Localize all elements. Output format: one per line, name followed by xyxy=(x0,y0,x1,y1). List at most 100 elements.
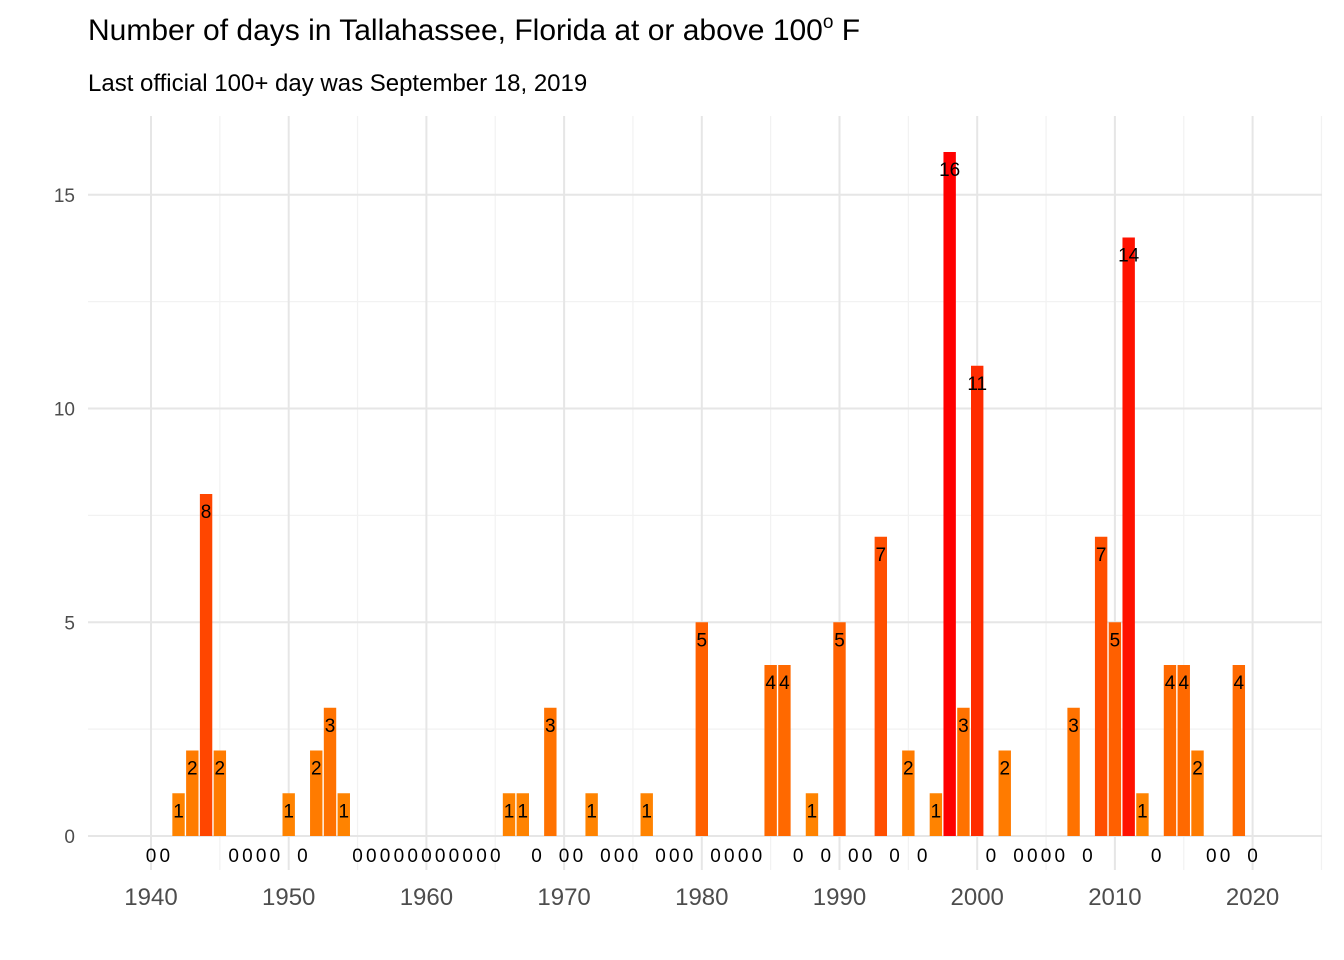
bar-value-label: 4 xyxy=(1234,673,1245,694)
zero-value-label: 0 xyxy=(1151,846,1162,867)
zero-value-label: 0 xyxy=(889,846,900,867)
zero-value-label: 0 xyxy=(146,846,157,867)
bar-value-label: 8 xyxy=(201,502,212,523)
y-tick-label: 5 xyxy=(64,613,75,634)
bar-value-label: 2 xyxy=(215,759,226,780)
zero-value-label: 0 xyxy=(1013,846,1024,867)
bar xyxy=(778,665,791,836)
zero-value-label: 0 xyxy=(159,846,170,867)
zero-value-label: 0 xyxy=(1247,846,1258,867)
zero-value-label: 0 xyxy=(531,846,542,867)
y-tick-label: 15 xyxy=(54,186,75,207)
bar-value-label: 11 xyxy=(967,374,987,395)
bar xyxy=(337,793,350,836)
bar-value-label: 1 xyxy=(283,801,294,822)
bar xyxy=(199,494,213,836)
bar-value-label: 14 xyxy=(1118,246,1140,267)
zero-value-label: 0 xyxy=(394,846,405,867)
chart-subtitle: Last official 100+ day was September 18,… xyxy=(88,70,588,97)
zero-value-label: 0 xyxy=(573,846,584,867)
zero-value-label: 0 xyxy=(476,846,487,867)
x-tick-label: 2000 xyxy=(951,884,1004,911)
bar xyxy=(902,750,915,836)
x-tick-label: 1990 xyxy=(813,884,866,911)
bar-value-label: 1 xyxy=(173,801,184,822)
bar-value-label: 1 xyxy=(641,801,652,822)
zero-value-label: 0 xyxy=(1082,846,1093,867)
bar xyxy=(833,622,846,836)
bar-value-label: 2 xyxy=(311,759,322,780)
bar xyxy=(516,793,529,836)
bar xyxy=(172,793,185,836)
bar-value-label: 4 xyxy=(1165,673,1176,694)
bar-value-label: 16 xyxy=(939,160,960,181)
zero-value-label: 0 xyxy=(724,846,735,867)
bar-value-label: 1 xyxy=(504,801,515,822)
zero-value-label: 0 xyxy=(917,846,928,867)
zero-value-label: 0 xyxy=(1055,846,1066,867)
zero-value-label: 0 xyxy=(848,846,859,867)
zero-value-label: 0 xyxy=(1220,846,1231,867)
bar-value-label: 1 xyxy=(1137,801,1148,822)
bar xyxy=(186,750,199,836)
y-tick-label: 10 xyxy=(54,400,75,421)
zero-value-label: 0 xyxy=(407,846,418,867)
bar xyxy=(310,750,323,836)
bar xyxy=(957,707,970,836)
bar-value-label: 4 xyxy=(765,673,776,694)
bar xyxy=(874,536,888,836)
bar xyxy=(585,793,598,836)
zero-value-label: 0 xyxy=(710,846,721,867)
zero-value-label: 0 xyxy=(600,846,611,867)
bar-value-label: 3 xyxy=(958,716,969,737)
bar-value-label: 1 xyxy=(807,801,818,822)
y-tick-label: 0 xyxy=(64,827,75,848)
zero-value-label: 0 xyxy=(862,846,873,867)
bar xyxy=(1108,622,1122,836)
bar xyxy=(971,365,984,836)
bar-value-label: 5 xyxy=(1110,630,1121,651)
bar xyxy=(323,707,337,836)
x-tick-label: 1950 xyxy=(262,884,315,911)
zero-value-label: 0 xyxy=(449,846,460,867)
zero-value-label: 0 xyxy=(614,846,625,867)
bar xyxy=(1232,665,1246,836)
zero-value-label: 0 xyxy=(559,846,570,867)
bar xyxy=(1177,665,1190,836)
chart-title-unit: F xyxy=(841,14,861,47)
bar xyxy=(998,750,1011,836)
bar xyxy=(1163,665,1177,836)
bar-value-label: 2 xyxy=(1192,759,1203,780)
bar-value-label: 7 xyxy=(1096,545,1107,566)
zero-value-label: 0 xyxy=(752,846,763,867)
zero-value-label: 0 xyxy=(380,846,391,867)
x-axis: 1940 1950 1960 1970 1980 1990 2000 2010 2020 xyxy=(124,884,1279,911)
bar-value-label: 5 xyxy=(834,630,845,651)
bar-value-label: 3 xyxy=(325,716,336,737)
bar-value-label: 7 xyxy=(876,545,887,566)
bar-value-label: 4 xyxy=(779,673,790,694)
bar-value-label: 1 xyxy=(586,801,597,822)
bar xyxy=(943,152,956,836)
zero-value-label: 0 xyxy=(628,846,639,867)
chart-title-text: Number of days in Tallahassee, Florida a… xyxy=(88,14,823,47)
zero-value-label: 0 xyxy=(669,846,680,867)
x-tick-label: 1980 xyxy=(675,884,728,911)
bar-value-label: 1 xyxy=(931,801,942,822)
bar xyxy=(1122,237,1135,836)
zero-value-label: 0 xyxy=(366,846,377,867)
bar-value-label: 2 xyxy=(903,759,914,780)
chart-title: Number of days in Tallahassee, Florida a… xyxy=(88,12,861,48)
bar-value-label: 1 xyxy=(338,801,349,822)
zero-value-label: 0 xyxy=(490,846,501,867)
zero-value-label: 0 xyxy=(683,846,694,867)
zero-value-label: 0 xyxy=(242,846,253,867)
degree-superscript: o xyxy=(822,12,834,33)
zero-value-label: 0 xyxy=(820,846,831,867)
bar-value-label: 1 xyxy=(518,801,529,822)
bar xyxy=(1067,707,1080,836)
zero-value-label: 0 xyxy=(655,846,666,867)
zero-value-label: 0 xyxy=(1206,846,1217,867)
